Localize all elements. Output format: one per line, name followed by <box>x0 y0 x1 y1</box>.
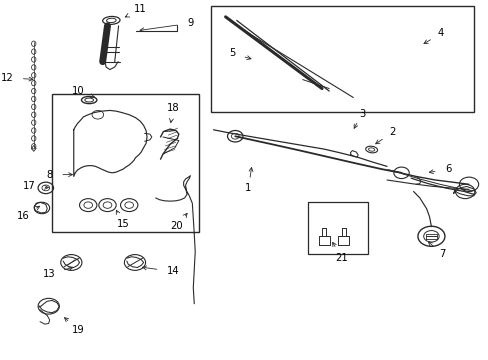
Text: 13: 13 <box>42 269 55 279</box>
Text: 19: 19 <box>72 325 85 335</box>
Text: 4: 4 <box>437 28 444 39</box>
Text: 10: 10 <box>72 86 84 96</box>
Text: 17: 17 <box>22 181 35 191</box>
Bar <box>211 6 473 112</box>
Text: 3: 3 <box>358 108 365 118</box>
Bar <box>307 202 367 253</box>
Text: 18: 18 <box>167 103 179 113</box>
Text: 8: 8 <box>46 170 53 180</box>
Text: 21: 21 <box>335 253 347 263</box>
Text: 20: 20 <box>170 221 183 231</box>
Text: 15: 15 <box>117 219 129 229</box>
Bar <box>52 94 199 232</box>
Text: 12: 12 <box>1 73 14 82</box>
Text: 14: 14 <box>166 266 179 276</box>
Text: 6: 6 <box>444 165 450 175</box>
Text: 5: 5 <box>229 48 235 58</box>
Text: 1: 1 <box>245 183 251 193</box>
Text: 2: 2 <box>388 127 395 138</box>
Text: 7: 7 <box>438 249 444 259</box>
Text: 16: 16 <box>17 211 30 221</box>
Text: 9: 9 <box>186 18 193 28</box>
Text: 11: 11 <box>134 4 146 14</box>
